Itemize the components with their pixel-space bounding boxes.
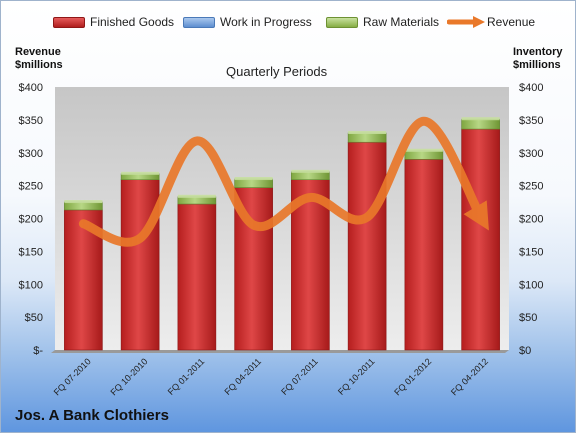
right-axis-title-line1: Inventory	[513, 46, 563, 58]
bar-raw-materials	[291, 171, 330, 181]
legend-swatch-finished-goods	[53, 16, 85, 28]
bar-raw-materials	[347, 132, 387, 143]
left-axis-title-line2: $millions	[15, 59, 63, 71]
bar-top-cap	[121, 171, 160, 175]
bar-raw-materials	[177, 196, 217, 205]
bar-top-cap	[461, 117, 500, 121]
bar-finished-goods	[120, 179, 160, 351]
bar-top-cap	[64, 200, 103, 204]
left-tick-label: $150	[19, 246, 43, 258]
x-tick-label: FQ 07-2011	[279, 356, 320, 397]
legend-swatch-raw-materials	[326, 16, 358, 28]
legend-swatch-work-in-progress	[183, 16, 215, 28]
right-tick-label: $0	[519, 345, 531, 357]
x-tick-label: FQ 01-2011	[166, 356, 207, 397]
bar-top-cap	[234, 177, 273, 181]
right-tick-label: $400	[519, 82, 543, 94]
right-tick-label: $350	[519, 115, 543, 127]
x-tick-label: FQ 04-2011	[222, 356, 263, 397]
right-tick-label: $300	[519, 148, 543, 160]
bar-finished-goods	[177, 203, 217, 351]
bar-top-cap	[177, 194, 216, 198]
x-tick-label: FQ 04-2012	[449, 356, 490, 397]
bar-top-cap	[348, 131, 387, 135]
x-tick-label: FQ 07-2010	[52, 356, 93, 397]
plot-floor	[51, 350, 509, 353]
legend-label-finished-goods: Finished Goods	[90, 15, 175, 29]
bar-finished-goods	[461, 128, 500, 351]
left-axis-title: Revenue $millions	[15, 46, 63, 72]
left-tick-label: $-	[33, 345, 43, 357]
legend-label-revenue: Revenue	[487, 15, 536, 29]
left-tick-label: $200	[19, 214, 43, 226]
revenue-line	[78, 116, 489, 247]
legend-raw-materials: Raw Materials	[326, 15, 439, 29]
bar-raw-materials	[234, 178, 273, 188]
left-tick-label: $100	[19, 279, 43, 291]
legend-work-in-progress: Work in Progress	[183, 15, 312, 29]
legend-finished-goods: Finished Goods	[53, 15, 174, 29]
right-tick-label: $150	[519, 246, 543, 258]
bar-finished-goods	[347, 141, 387, 351]
bar-finished-goods	[404, 159, 444, 351]
right-tick-label: $250	[519, 181, 543, 193]
legend-swatch-revenue	[447, 16, 485, 28]
legend-revenue: Revenue	[447, 15, 535, 29]
right-tick-label: $200	[519, 214, 543, 226]
x-tick-label: FQ 10-2011	[336, 356, 377, 397]
bar-top-cap	[404, 148, 443, 152]
left-tick-label: $250	[19, 181, 43, 193]
bar-raw-materials	[64, 201, 103, 211]
legend-label-raw-materials: Raw Materials	[363, 15, 440, 29]
left-tick-label: $50	[25, 312, 43, 324]
bar-raw-materials	[404, 150, 444, 160]
legend-label-work-in-progress: Work in Progress	[220, 15, 312, 29]
bar-raw-materials	[461, 118, 500, 130]
x-tick-label: FQ 01-2012	[392, 356, 433, 397]
left-axis-title-line1: Revenue	[15, 46, 61, 58]
chart-subtitle: Quarterly Periods	[226, 64, 328, 79]
company-name: Jos. A Bank Clothiers	[15, 407, 169, 424]
left-tick-label: $400	[19, 82, 43, 94]
right-tick-label: $100	[519, 279, 543, 291]
left-tick-label: $350	[19, 115, 43, 127]
x-tick-label: FQ 10-2010	[109, 356, 150, 397]
chart-legend: Finished Goods Work in Progress Raw Mate…	[1, 15, 575, 35]
bar-top-cap	[291, 169, 330, 173]
right-axis-title: Inventory $millions	[513, 46, 563, 72]
right-tick-label: $50	[519, 312, 537, 324]
left-tick-label: $300	[19, 148, 43, 160]
right-axis-title-line2: $millions	[513, 59, 561, 71]
